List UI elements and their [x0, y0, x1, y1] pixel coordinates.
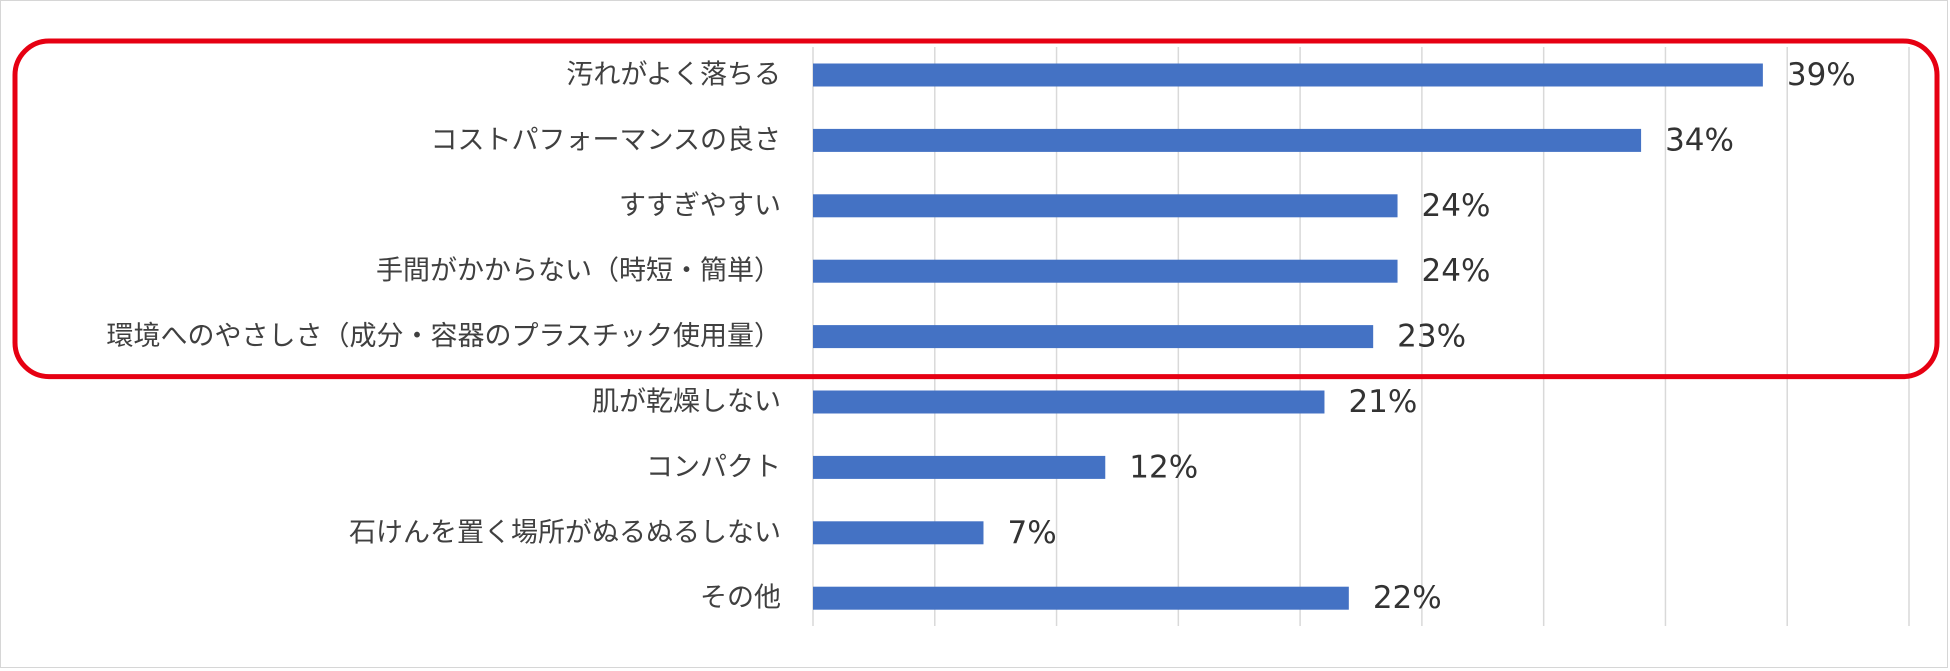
data-label: 12%	[1129, 449, 1198, 485]
data-label: 24%	[1422, 188, 1491, 224]
data-label: 22%	[1373, 580, 1442, 616]
category-label: 石けんを置く場所がぬるぬるしない	[349, 517, 781, 548]
category-label: コストパフォーマンスの良さ	[431, 125, 781, 156]
category-label: 汚れがよく落ちる	[566, 60, 781, 91]
data-label: 7%	[1007, 515, 1056, 551]
category-label: その他	[700, 583, 781, 614]
bar	[813, 194, 1398, 218]
category-label: 環境へのやさしさ（成分・容器のプラスチック使用量）	[107, 321, 781, 352]
bar	[813, 586, 1349, 610]
bar	[813, 521, 984, 545]
bar	[813, 455, 1106, 479]
data-label: 34%	[1665, 122, 1734, 158]
category-label: 肌が乾燥しない	[592, 387, 781, 418]
bar	[813, 128, 1642, 152]
data-label: 39%	[1787, 57, 1856, 93]
data-label: 23%	[1397, 319, 1466, 355]
category-label: すすぎやすい	[619, 190, 781, 221]
value-labels: 39% 34% 24% 24% 23% 21% 12% 7% 22%	[1007, 57, 1855, 616]
category-label: 手間がかからない（時短・簡単）	[376, 256, 781, 287]
category-labels: 汚れがよく落ちるコストパフォーマンスの良さすすぎやすい手間がかからない（時短・簡…	[107, 60, 781, 614]
bar	[813, 325, 1374, 349]
bar	[813, 259, 1398, 283]
data-label: 21%	[1348, 384, 1417, 420]
category-label: コンパクト	[646, 452, 781, 483]
highlight-group	[12, 38, 1940, 380]
data-label: 24%	[1422, 253, 1491, 289]
bars	[813, 63, 1763, 610]
highlight-box	[12, 38, 1940, 380]
bar	[813, 63, 1763, 87]
bar	[813, 390, 1325, 414]
